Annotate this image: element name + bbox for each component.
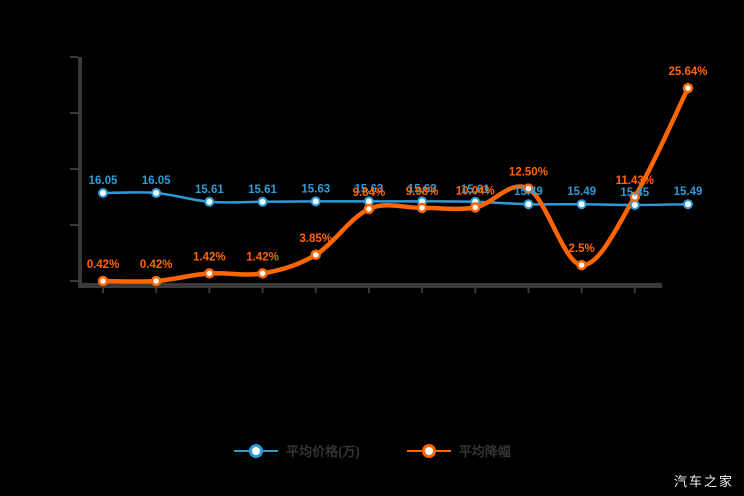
avg-price-point xyxy=(204,196,215,207)
trend-chart-svg: 16.05 16.05 15.61 15.61 15.63 15.63 15.63 15.61… xyxy=(70,56,707,293)
avg-discount-label: 10.04% xyxy=(456,185,495,197)
x-axis-tick xyxy=(102,288,104,293)
line-circle-marker-icon xyxy=(234,443,279,458)
avg-discount-point xyxy=(576,259,587,271)
avg-discount-line xyxy=(100,85,691,284)
x-axis-tick xyxy=(633,288,636,293)
avg-discount-point xyxy=(97,275,109,287)
legend-label-avg-price: 平均价格(万) xyxy=(286,444,360,459)
avg-discount-point xyxy=(416,202,428,214)
x-axis-tick xyxy=(314,288,317,293)
avg-price-point xyxy=(310,196,321,207)
legend-label-avg-discount: 平均降幅 xyxy=(458,444,511,459)
avg-discount-point xyxy=(150,275,162,287)
avg-price-label: 15.61 xyxy=(461,184,490,196)
y-axis-tick xyxy=(70,112,78,114)
avg-discount-label: 3.85% xyxy=(299,233,332,245)
x-axis-tick xyxy=(155,288,158,293)
avg-price-label: 15.63 xyxy=(408,183,437,195)
avg-price-label: 15.61 xyxy=(248,184,277,196)
avg-price-label: 15.45 xyxy=(620,187,649,199)
x-axis-tick xyxy=(421,288,424,293)
avg-price-point xyxy=(629,200,640,210)
avg-discount-label: 0.42% xyxy=(140,259,173,271)
x-axis-tick xyxy=(367,288,370,293)
x-axis-tick xyxy=(474,288,477,293)
avg-price-label: 15.63 xyxy=(301,183,330,195)
avg-discount-point xyxy=(629,191,641,203)
avg-price-label: 15.63 xyxy=(355,183,384,195)
avg-price-label: 15.61 xyxy=(195,184,224,196)
line-circle-marker-icon xyxy=(406,443,451,458)
avg-discount-label: 12.50% xyxy=(509,167,548,179)
avg-price-point xyxy=(682,199,693,210)
x-axis-tick xyxy=(527,288,530,293)
avg-price-point xyxy=(151,188,162,198)
avg-discount-point xyxy=(204,268,215,279)
y-axis-line xyxy=(78,57,82,287)
avg-discount-label: 9.98% xyxy=(406,186,439,198)
avg-discount-point xyxy=(682,82,694,94)
y-axis-tick xyxy=(70,168,78,170)
avg-discount-label: 0.42% xyxy=(87,259,120,271)
avg-discount-point xyxy=(310,249,321,261)
x-axis-line xyxy=(78,283,662,288)
avg-price-point xyxy=(98,188,108,198)
y-axis-tick xyxy=(70,56,78,58)
legend-item-avg-price[interactable]: 平均价格(万) xyxy=(233,441,360,460)
avg-price-label: 16.05 xyxy=(89,175,118,187)
avg-discount-point xyxy=(523,183,534,194)
y-axis-tick xyxy=(70,224,78,226)
avg-discount-point xyxy=(470,202,481,213)
avg-discount-label: 11.43% xyxy=(616,175,654,187)
avg-price-label: 15.49 xyxy=(514,186,543,198)
x-axis-tick xyxy=(208,288,211,293)
avg-price-label: 16.05 xyxy=(142,175,171,187)
y-axis-tick xyxy=(70,280,78,282)
x-axis-tick xyxy=(261,288,264,293)
avg-price-point xyxy=(576,199,587,210)
chart-legend: 平均价格(万) 平均降幅 xyxy=(0,441,744,460)
avg-discount-point xyxy=(363,203,375,215)
avg-discount-label: 1.42% xyxy=(193,251,226,263)
avg-price-point xyxy=(523,199,534,210)
avg-price-line xyxy=(102,191,689,207)
avg-discount-label: 25.64% xyxy=(668,66,707,78)
watermark-autohome: 汽车之家 xyxy=(673,474,734,489)
x-axis-tick xyxy=(580,288,583,293)
avg-price-point xyxy=(257,196,268,207)
avg-discount-label: 1.42% xyxy=(246,251,279,263)
avg-price-label: 15.49 xyxy=(674,186,703,198)
avg-discount-label: 9.84% xyxy=(353,187,386,199)
avg-discount-point xyxy=(257,268,268,279)
avg-discount-label: 2.5% xyxy=(569,243,595,255)
legend-item-avg-discount[interactable]: 平均降幅 xyxy=(406,441,511,460)
avg-price-label: 15.49 xyxy=(567,186,596,198)
